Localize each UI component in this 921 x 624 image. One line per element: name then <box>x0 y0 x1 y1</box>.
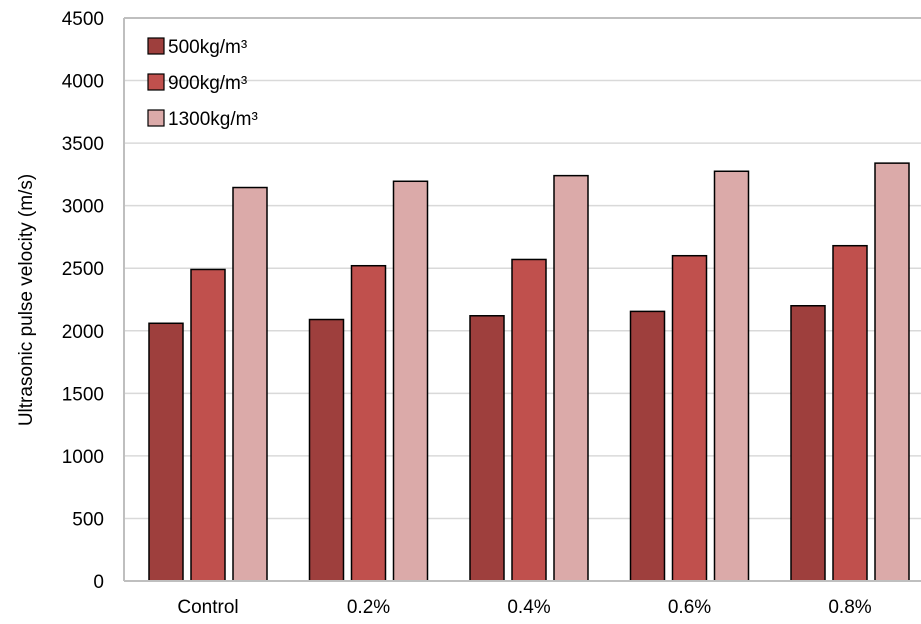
legend: 500kg/m³ 900kg/m³ 1300kg/m³ <box>147 37 258 130</box>
bar <box>308 318 345 582</box>
legend-label: 900kg/m³ <box>168 73 247 94</box>
bar <box>232 186 268 582</box>
y-tick-label: 4500 <box>62 9 104 30</box>
x-tick-label: 0.8% <box>828 597 871 618</box>
legend-label: 500kg/m³ <box>168 37 247 58</box>
y-tick-label: 1000 <box>62 447 104 468</box>
x-tick-label: 0.2% <box>347 597 390 618</box>
y-axis-title: Ultrasonic pulse velocity (m/s) <box>16 174 37 426</box>
bar <box>713 170 750 582</box>
y-tick-label: 4000 <box>62 72 104 93</box>
bar <box>671 254 708 582</box>
legend-label: 1300kg/m³ <box>168 109 258 130</box>
legend-swatch <box>147 109 165 127</box>
y-tick-labels: 0 500 1000 1500 2000 2500 3000 3500 4000 4500 <box>62 9 104 593</box>
y-tick-label: 2500 <box>62 259 104 280</box>
y-tick-label: 0 <box>93 572 104 593</box>
bar <box>553 174 589 582</box>
legend-swatch <box>147 73 165 91</box>
bar <box>190 268 226 582</box>
bar <box>790 305 826 582</box>
y-tick-label: 3000 <box>62 197 104 218</box>
bar <box>511 258 547 582</box>
x-tick-labels: Control 0.2% 0.4% 0.6% 0.8% <box>177 597 871 618</box>
bar <box>469 315 505 582</box>
x-tick-label: 0.4% <box>507 597 550 618</box>
y-tick-label: 1500 <box>62 384 104 405</box>
bar <box>874 162 910 582</box>
bars <box>148 162 910 582</box>
y-tick-label: 2000 <box>62 322 104 343</box>
y-tick-label: 500 <box>72 509 104 530</box>
x-tick-label: Control <box>177 597 238 618</box>
bar <box>350 264 387 582</box>
y-tick-label: 3500 <box>62 134 104 155</box>
bar <box>392 180 429 582</box>
bar <box>832 244 868 582</box>
bar <box>629 310 666 582</box>
bar <box>148 322 184 582</box>
legend-swatch <box>147 37 165 55</box>
x-tick-label: 0.6% <box>668 597 711 618</box>
